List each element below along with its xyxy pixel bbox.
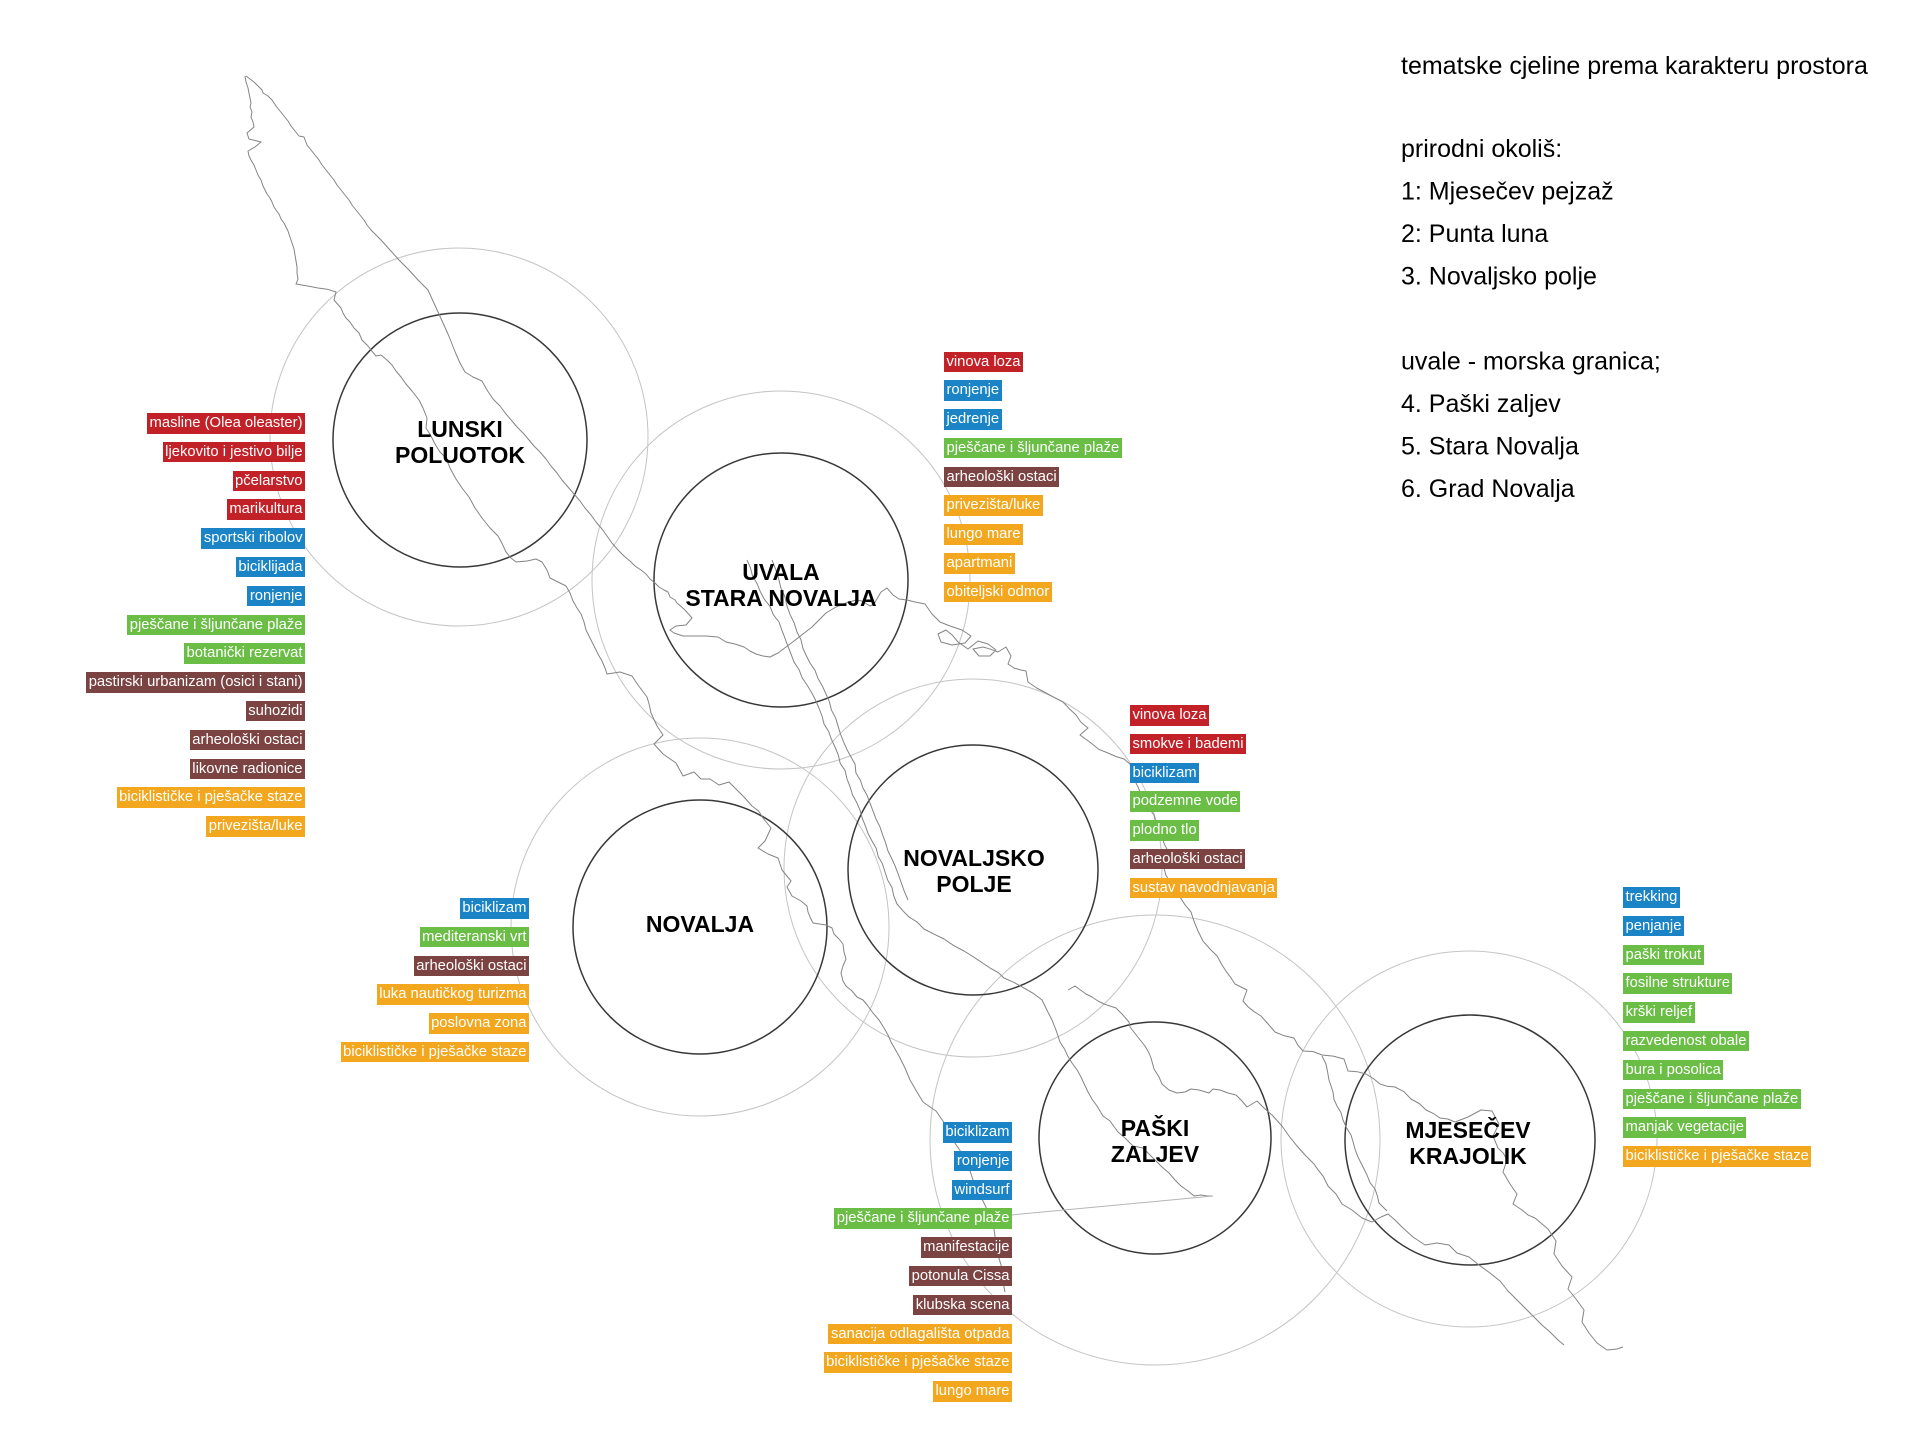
svg-text:5. Stara Novalja: 5. Stara Novalja	[1401, 433, 1579, 461]
svg-text:NOVALJA: NOVALJA	[646, 911, 754, 937]
svg-text:MJESEČEV: MJESEČEV	[1405, 1116, 1531, 1143]
svg-text:LUNSKI: LUNSKI	[417, 416, 503, 442]
svg-text:3. Novaljsko polje: 3. Novaljsko polje	[1401, 263, 1597, 291]
svg-text:ZALJEV: ZALJEV	[1111, 1141, 1200, 1167]
svg-text:NOVALJSKO: NOVALJSKO	[903, 845, 1044, 871]
svg-text:6. Grad Novalja: 6. Grad Novalja	[1401, 475, 1575, 503]
svg-text:tematske cjeline prema karakte: tematske cjeline prema karakteru prostor…	[1401, 52, 1868, 80]
svg-text:KRAJOLIK: KRAJOLIK	[1409, 1143, 1527, 1169]
svg-text:4. Paški zaljev: 4. Paški zaljev	[1401, 390, 1561, 418]
svg-text:prirodni okoliš:: prirodni okoliš:	[1401, 135, 1562, 163]
svg-text:2: Punta luna: 2: Punta luna	[1401, 220, 1548, 248]
svg-text:1: Mjesečev pejzaž: 1: Mjesečev pejzaž	[1401, 178, 1614, 206]
svg-text:POLJE: POLJE	[936, 871, 1011, 897]
svg-text:UVALA: UVALA	[742, 559, 820, 585]
svg-text:STARA NOVALJA: STARA NOVALJA	[685, 585, 876, 611]
svg-text:POLUOTOK: POLUOTOK	[395, 442, 525, 468]
svg-text:PAŠKI: PAŠKI	[1121, 1114, 1190, 1141]
svg-text:uvale - morska granica;: uvale - morska granica;	[1401, 348, 1661, 376]
